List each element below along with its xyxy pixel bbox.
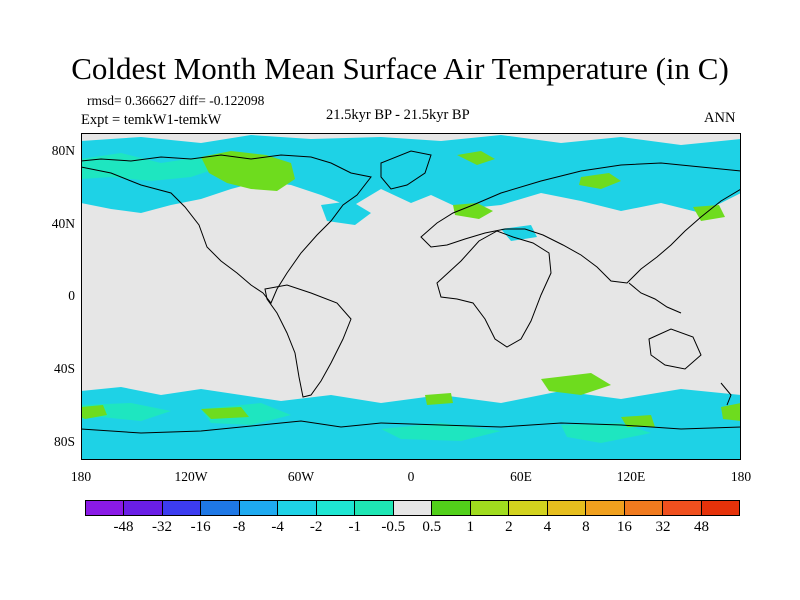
season-label: ANN	[704, 110, 736, 126]
colorbar-swatch	[239, 501, 279, 515]
colorbar-swatch	[470, 501, 510, 515]
experiment-label: Expt = temkW1-temkW	[81, 112, 222, 128]
colorbar-swatch	[201, 501, 240, 515]
colorbar-label: 32	[655, 519, 671, 535]
stats-text: rmsd= 0.366627 diff= -0.122098	[87, 93, 265, 108]
colorbar-label: -1	[348, 519, 361, 535]
colorbar-label: 4	[543, 519, 552, 535]
colorbar-label: 2	[505, 519, 513, 535]
lon-label-60w: 60W	[287, 469, 315, 484]
colorbar-swatch	[355, 501, 394, 515]
colorbar-label: -2	[309, 519, 323, 535]
lon-label-120e: 120E	[616, 469, 646, 484]
colorbar-swatch	[162, 501, 202, 515]
colorbar-swatch	[432, 501, 471, 515]
colorbar-swatch	[663, 501, 702, 515]
world-map	[81, 133, 741, 460]
colorbar-label: 16	[616, 519, 632, 535]
lat-label-80s: 80S	[53, 434, 75, 449]
lon-label-60e: 60E	[510, 469, 532, 484]
colorbar-swatch	[124, 501, 163, 515]
colorbar-label: -0.5	[381, 519, 406, 535]
colorbar-label: 1	[466, 519, 475, 535]
lat-label-80n: 80N	[51, 143, 75, 158]
colorbar-swatch	[624, 501, 664, 515]
lat-label-40n: 40N	[51, 216, 75, 231]
colorbar-swatch	[701, 501, 739, 515]
colorbar-swatch	[547, 501, 587, 515]
map-svg	[81, 133, 741, 460]
colorbar-label: 8	[582, 519, 590, 535]
arctic-anomaly-band	[81, 135, 741, 241]
colorbar-label: -48	[113, 519, 134, 535]
colorbar-swatch	[509, 501, 548, 515]
colorbar	[85, 500, 740, 516]
colorbar-swatch	[586, 501, 625, 515]
lon-label-180e: 180	[730, 469, 752, 484]
period-label: 21.5kyr BP - 21.5kyr BP	[326, 107, 470, 123]
lon-label-0: 0	[407, 469, 415, 484]
colorbar-label: 48	[693, 519, 709, 535]
colorbar-swatch	[316, 501, 356, 515]
colorbar-label: -32	[152, 519, 173, 535]
colorbar-swatch	[86, 501, 125, 515]
lat-label-0: 0	[68, 288, 75, 303]
colorbar-swatch	[393, 501, 433, 515]
colorbar-label: -8	[232, 519, 246, 535]
colorbar-swatch	[278, 501, 317, 515]
colorbar-label: -16	[190, 519, 211, 535]
lon-label-120w: 120W	[174, 469, 208, 484]
map-title: Coldest Month Mean Surface Air Temperatu…	[71, 51, 729, 86]
lat-label-40s: 40S	[53, 361, 75, 376]
map-frame	[81, 133, 741, 460]
coastlines	[81, 150, 741, 434]
colorbar-label: 0.5	[422, 519, 442, 535]
colorbar-label: -4	[271, 519, 284, 535]
lon-label-180w: 180	[70, 469, 92, 484]
